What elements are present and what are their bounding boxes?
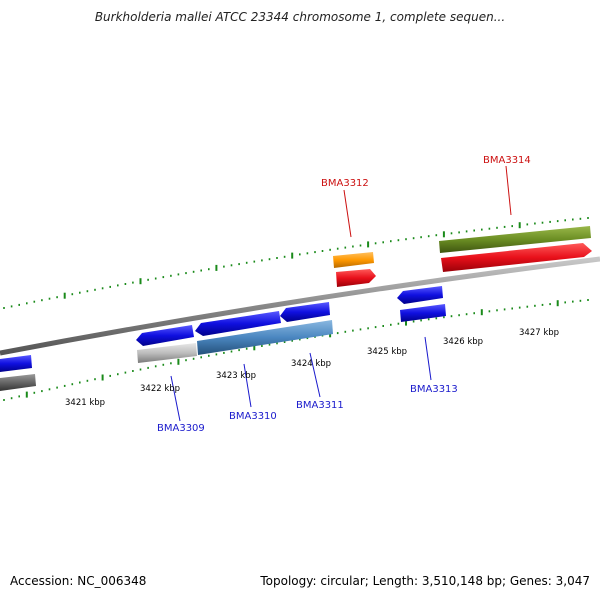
gene-label-bma3314[interactable]: BMA3314	[483, 155, 531, 166]
gene-label-bma3312[interactable]: BMA3312	[321, 178, 369, 189]
scale-label-3421: 3421 kbp	[65, 398, 105, 408]
gene-bma3314-cog-bar[interactable]	[439, 226, 591, 253]
gene-bma3310-cog-bar[interactable]	[197, 320, 333, 355]
scale-label-3422: 3422 kbp	[140, 384, 180, 394]
scale-label-3425: 3425 kbp	[367, 347, 407, 357]
topology-text: Topology: circular; Length: 3,510,148 bp…	[260, 574, 590, 588]
gene-bma3309[interactable]	[136, 325, 194, 346]
scale-label-3424: 3424 kbp	[291, 359, 331, 369]
gene-left-edge-cog-bar[interactable]	[0, 374, 36, 391]
forward-strand-tick-row	[3, 217, 589, 309]
gene-label-callouts	[170, 165, 512, 422]
chromosome-backbone	[0, 256, 600, 356]
accession-text: Accession: NC_006348	[10, 574, 147, 588]
gene-left-edge[interactable]	[0, 355, 32, 372]
scale-label-3426: 3426 kbp	[443, 337, 483, 347]
gene-label-bma3310[interactable]: BMA3310	[229, 411, 277, 422]
gene-bma3310[interactable]	[195, 311, 281, 336]
scale-label-3423: 3423 kbp	[216, 371, 256, 381]
gene-bma3311[interactable]	[280, 302, 330, 322]
gene-bma3313-a[interactable]	[397, 286, 443, 304]
scale-label-3427: 3427 kbp	[519, 328, 559, 338]
gene-bma3313-b[interactable]	[400, 304, 446, 322]
gene-bma3309-cog-bar[interactable]	[137, 343, 197, 363]
gene-label-bma3311[interactable]: BMA3311	[296, 400, 344, 411]
gene-bma3312[interactable]	[336, 269, 376, 287]
gene-bma3312-cog-bar[interactable]	[333, 252, 374, 268]
gene-label-bma3313[interactable]: BMA3313	[410, 384, 458, 395]
map-title: Burkholderia mallei ATCC 23344 chromosom…	[94, 10, 506, 24]
gene-bma3314[interactable]	[441, 243, 592, 272]
gene-label-bma3309[interactable]: BMA3309	[157, 423, 205, 434]
